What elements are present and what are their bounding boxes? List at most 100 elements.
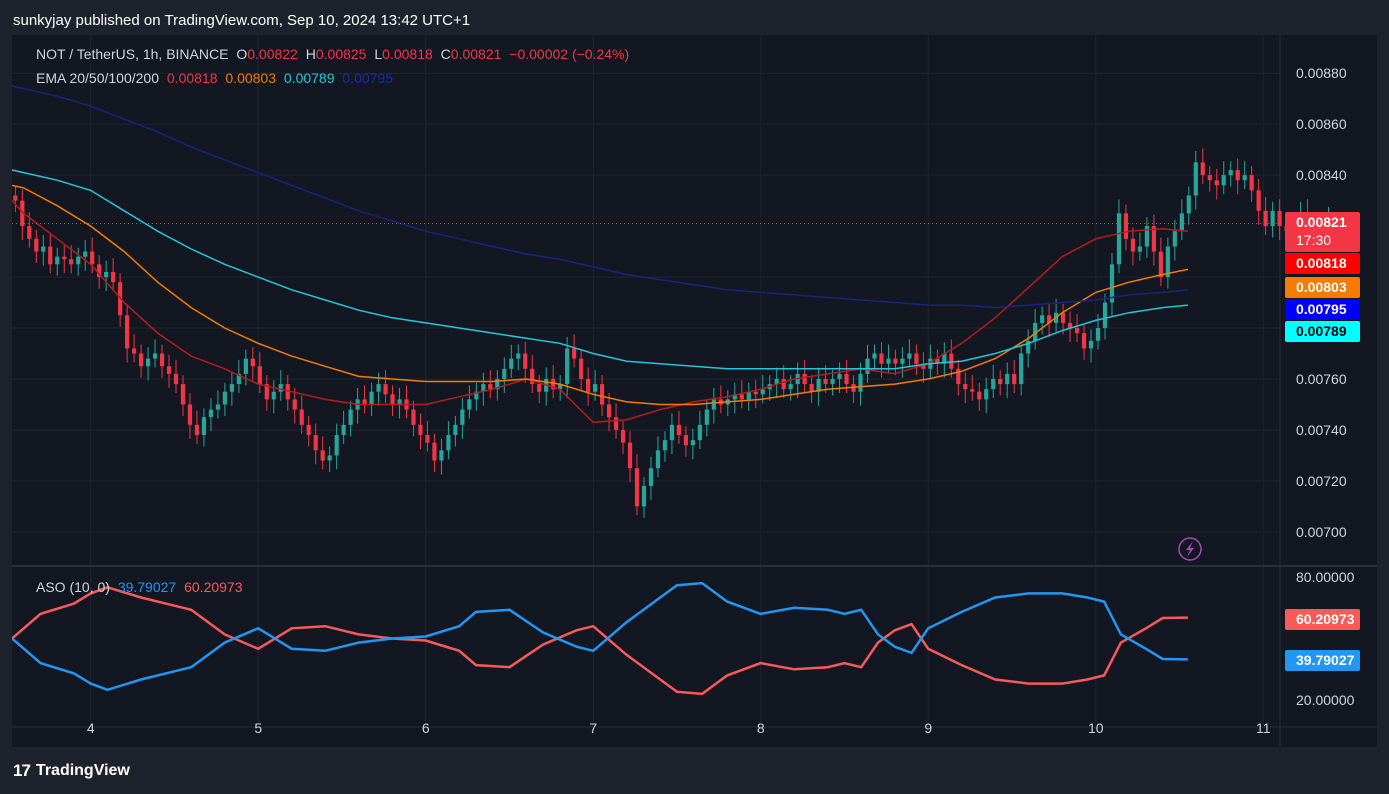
candle[interactable] xyxy=(830,378,835,385)
candle[interactable] xyxy=(362,399,367,405)
candle[interactable] xyxy=(194,424,200,436)
candle[interactable] xyxy=(145,358,151,367)
candle[interactable] xyxy=(1137,246,1143,252)
candle[interactable] xyxy=(858,373,863,392)
aso-tag-bear[interactable] xyxy=(1285,609,1360,630)
candle[interactable] xyxy=(844,373,849,385)
candle[interactable] xyxy=(1040,315,1045,323)
candle[interactable] xyxy=(991,378,996,390)
candle[interactable] xyxy=(558,384,563,390)
candle[interactable] xyxy=(90,251,95,265)
candle[interactable] xyxy=(1172,231,1177,247)
candle[interactable] xyxy=(1019,353,1024,385)
candle[interactable] xyxy=(998,378,1003,385)
candle[interactable] xyxy=(1263,210,1268,227)
candle[interactable] xyxy=(565,348,570,385)
candle[interactable] xyxy=(152,353,158,359)
candle[interactable] xyxy=(893,358,898,364)
candle[interactable] xyxy=(620,429,626,443)
candle[interactable] xyxy=(138,353,144,367)
candle[interactable] xyxy=(1033,322,1038,341)
candle[interactable] xyxy=(669,424,675,441)
ema-line-ema50[interactable] xyxy=(11,184,1189,406)
candle[interactable] xyxy=(1081,333,1087,349)
candle[interactable] xyxy=(411,409,416,425)
candle[interactable] xyxy=(872,353,877,359)
candle[interactable] xyxy=(250,358,255,367)
candle[interactable] xyxy=(187,404,193,425)
aso-tag-bull[interactable] xyxy=(1285,650,1360,671)
ema-line-ema100[interactable] xyxy=(11,169,1188,370)
candle[interactable] xyxy=(432,442,437,461)
aso-bull-line[interactable] xyxy=(11,581,1188,692)
candle[interactable] xyxy=(1235,170,1240,181)
candle[interactable] xyxy=(1249,175,1254,191)
candle[interactable] xyxy=(243,358,248,374)
candle[interactable] xyxy=(257,366,262,385)
candle[interactable] xyxy=(418,424,423,436)
candle[interactable] xyxy=(1179,213,1184,232)
candle[interactable] xyxy=(334,435,339,456)
candle[interactable] xyxy=(376,384,381,392)
candle[interactable] xyxy=(1186,195,1191,214)
candle[interactable] xyxy=(1047,315,1052,323)
candle[interactable] xyxy=(879,353,884,364)
candle[interactable] xyxy=(271,391,276,400)
candle[interactable] xyxy=(285,384,290,400)
candle[interactable] xyxy=(613,417,619,430)
candle[interactable] xyxy=(1130,238,1136,252)
candle[interactable] xyxy=(788,384,793,390)
tradingview-footer[interactable]: 17 TradingView xyxy=(13,761,130,781)
candle[interactable] xyxy=(942,353,947,364)
candle[interactable] xyxy=(1193,162,1198,196)
candle[interactable] xyxy=(495,378,500,390)
candle[interactable] xyxy=(1207,175,1212,181)
candle[interactable] xyxy=(935,358,940,364)
candle[interactable] xyxy=(1228,170,1233,176)
candle[interactable] xyxy=(537,384,542,392)
candle[interactable] xyxy=(1256,190,1261,211)
candle[interactable] xyxy=(648,468,654,487)
candle[interactable] xyxy=(97,264,102,278)
candle[interactable] xyxy=(516,353,521,359)
candle[interactable] xyxy=(1074,328,1080,334)
candle[interactable] xyxy=(446,435,451,451)
ema-line-ema20[interactable] xyxy=(11,200,1188,424)
candle[interactable] xyxy=(865,358,870,374)
candle[interactable] xyxy=(62,256,67,260)
candle[interactable] xyxy=(13,195,18,201)
candle[interactable] xyxy=(292,399,297,410)
candle[interactable] xyxy=(425,435,430,443)
candle[interactable] xyxy=(1144,226,1150,247)
candle[interactable] xyxy=(592,384,598,392)
chart-svg[interactable]: 0.00880 0.00860 0.00840 0.00760 0.00740 0.007… xyxy=(11,35,1377,747)
candle[interactable] xyxy=(816,378,821,392)
candle[interactable] xyxy=(502,368,507,379)
candle[interactable] xyxy=(1060,312,1066,323)
candle[interactable] xyxy=(530,368,535,385)
candle[interactable] xyxy=(690,440,695,446)
candle[interactable] xyxy=(907,353,912,359)
candle[interactable] xyxy=(215,404,221,410)
candle[interactable] xyxy=(1151,226,1156,252)
candle[interactable] xyxy=(460,409,465,425)
candle[interactable] xyxy=(1200,162,1205,176)
candle[interactable] xyxy=(606,404,612,418)
candle[interactable] xyxy=(984,389,989,400)
candle[interactable] xyxy=(949,353,954,369)
candle[interactable] xyxy=(921,363,926,369)
aso-bear-line[interactable] xyxy=(11,585,1188,696)
candle[interactable] xyxy=(1277,210,1282,227)
candle[interactable] xyxy=(823,378,828,385)
candle[interactable] xyxy=(488,384,493,390)
candle[interactable] xyxy=(711,399,716,410)
candle[interactable] xyxy=(76,256,81,265)
candle[interactable] xyxy=(683,435,688,446)
candle[interactable] xyxy=(222,391,227,405)
candle[interactable] xyxy=(229,384,234,392)
candle[interactable] xyxy=(704,409,709,425)
candle[interactable] xyxy=(264,384,269,400)
symbol-title[interactable]: NOT / TetherUS, 1h, BINANCE xyxy=(36,46,229,62)
candle[interactable] xyxy=(746,391,751,400)
candle[interactable] xyxy=(837,373,842,379)
